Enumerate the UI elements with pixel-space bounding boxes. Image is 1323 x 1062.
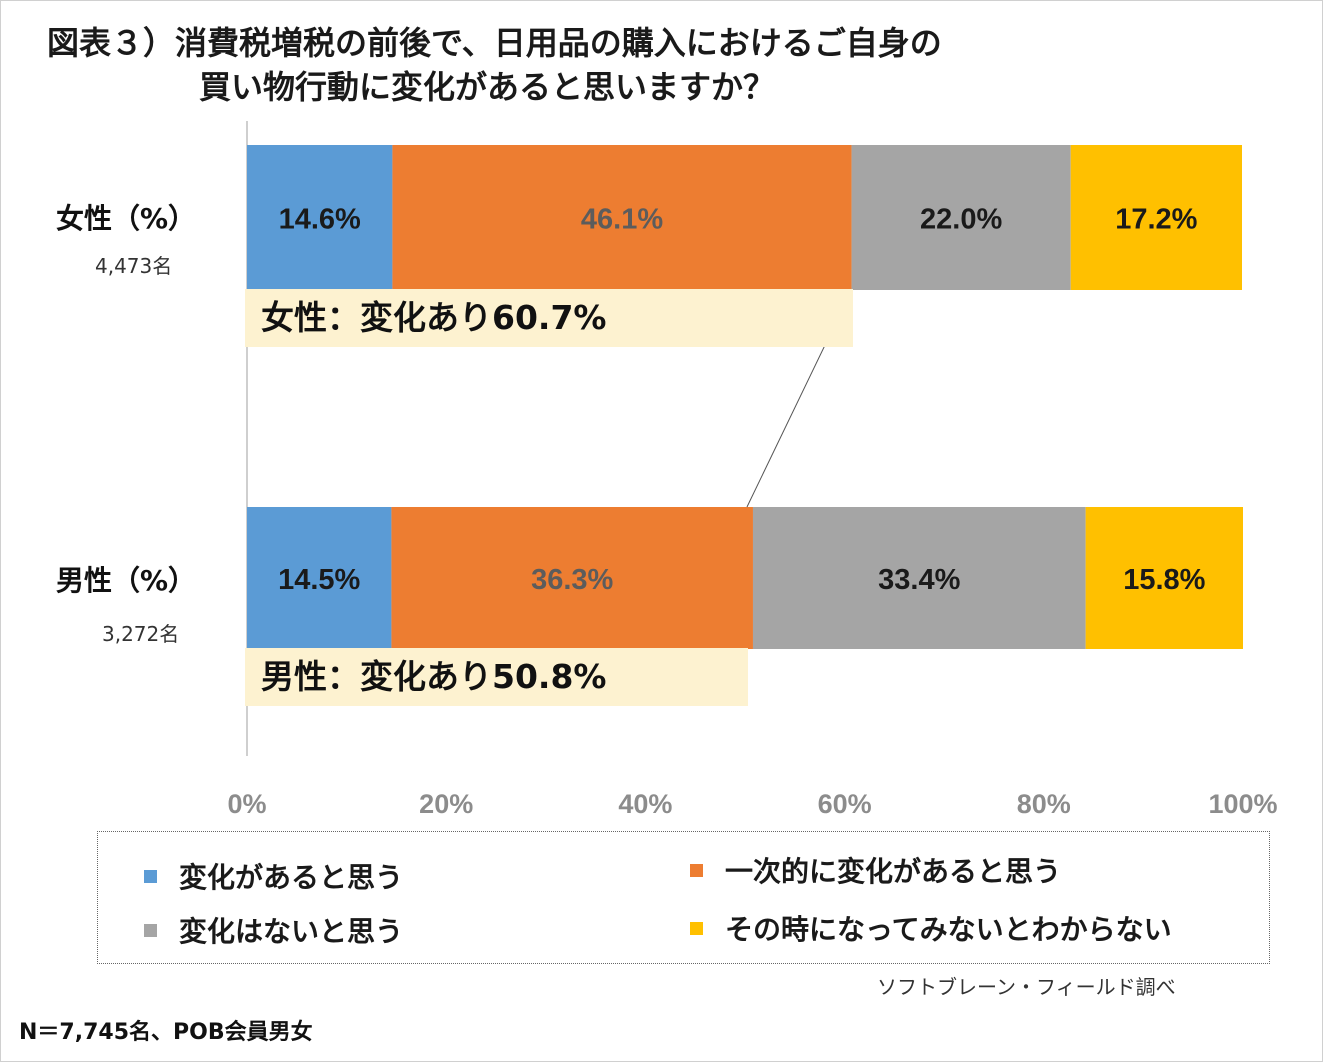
source-credit: ソフトブレーン・フィールド調べ bbox=[877, 975, 1176, 999]
x-tick-label: 80% bbox=[1017, 789, 1071, 819]
summary-male: 男性：変化あり50.8% bbox=[245, 648, 748, 706]
sample-size-female: 4,473名 bbox=[95, 254, 173, 278]
category-label-male: 男性（%） bbox=[56, 564, 197, 597]
legend-swatch-blue bbox=[144, 869, 157, 883]
bar-data-label: 14.6% bbox=[279, 204, 361, 236]
bar-data-label: 14.5% bbox=[278, 564, 360, 596]
stacked-bar-plot: 0% 20% 40% 60% 80% 100% 14.6% 46.1% 22.0% 17.2% 14… bbox=[227, 121, 1278, 819]
sample-note: N＝7,745名、POB会員男女 bbox=[19, 1020, 313, 1045]
sample-size-male: 3,272名 bbox=[102, 622, 180, 646]
x-tick-label: 0% bbox=[227, 789, 266, 819]
legend: 変化があると思う 一次的に変化があると思う 変化はないと思う その時になってみな… bbox=[97, 831, 1270, 964]
bar-data-label: 46.1% bbox=[581, 204, 663, 236]
bar-data-label: 33.4% bbox=[878, 564, 960, 596]
bar-segment-male-3 bbox=[1085, 507, 1243, 649]
legend-swatch-orange bbox=[690, 863, 703, 877]
legend-swatch-gray bbox=[144, 923, 157, 937]
legend-label-temporary: 一次的に変化があると思う bbox=[725, 855, 1062, 888]
bar-segment-female-1 bbox=[392, 145, 852, 290]
legend-label-unknown: その時になってみないとわからない bbox=[725, 913, 1172, 946]
bar-segment-male-0 bbox=[247, 507, 392, 649]
legend-item-change: 変化があると思う bbox=[144, 856, 403, 896]
legend-swatch-yellow bbox=[690, 921, 703, 935]
legend-item-unknown: その時になってみないとわからない bbox=[690, 908, 1172, 948]
bar-segment-male-2 bbox=[752, 507, 1086, 649]
x-tick-label: 100% bbox=[1208, 789, 1277, 819]
bar-data-label: 15.8% bbox=[1123, 564, 1205, 596]
bar-segment-female-2 bbox=[851, 145, 1071, 290]
bar-data-label: 22.0% bbox=[920, 204, 1002, 236]
category-label-female: 女性（%） bbox=[56, 202, 197, 235]
x-tick-label: 60% bbox=[818, 789, 872, 819]
x-tick-label: 20% bbox=[419, 789, 473, 819]
legend-label-change: 変化があると思う bbox=[179, 861, 404, 894]
x-tick-label: 40% bbox=[618, 789, 672, 819]
chart-title-line1: 図表３）消費税増税の前後で、日用品の購入におけるご自身の bbox=[47, 24, 942, 62]
bar-segment-female-0 bbox=[247, 145, 393, 290]
summary-female: 女性：変化あり60.7% bbox=[245, 289, 853, 347]
bar-data-label: 17.2% bbox=[1115, 204, 1197, 236]
legend-label-nochange: 変化はないと思う bbox=[179, 915, 404, 948]
legend-item-temporary: 一次的に変化があると思う bbox=[690, 850, 1061, 890]
bar-data-label: 36.3% bbox=[531, 564, 613, 596]
chart-title-line2: 買い物行動に変化があると思いますか？ bbox=[199, 68, 776, 106]
bar-segment-female-3 bbox=[1070, 145, 1243, 290]
legend-item-nochange: 変化はないと思う bbox=[144, 910, 403, 950]
bar-segment-male-1 bbox=[391, 507, 753, 649]
